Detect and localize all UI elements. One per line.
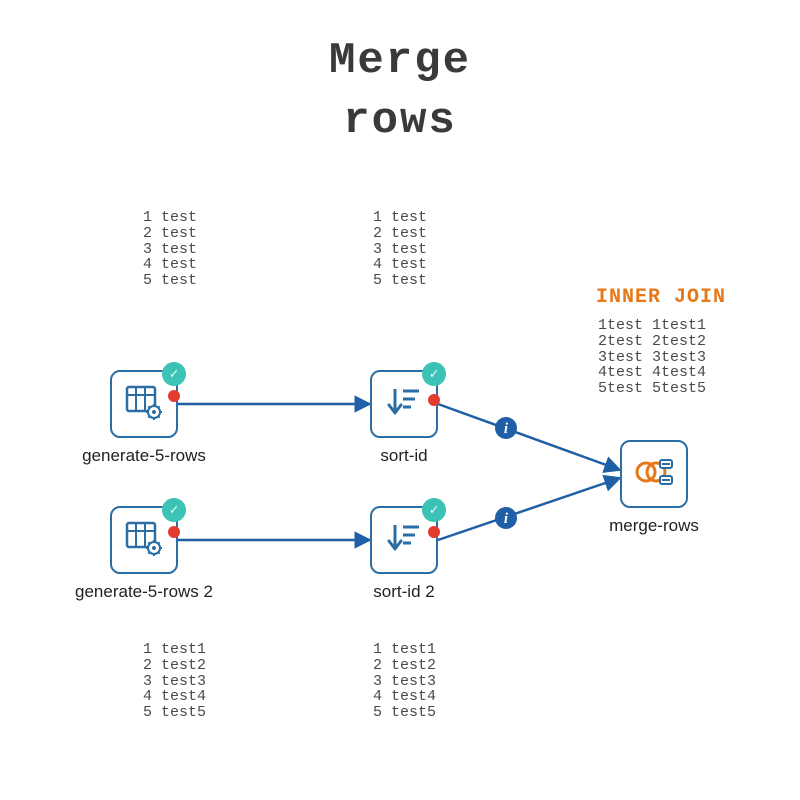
merge-icon <box>632 450 676 499</box>
flow-edge <box>438 478 620 540</box>
table-gear-icon <box>123 381 165 428</box>
page-title-line1: Merge <box>0 36 800 86</box>
hop-dot <box>428 394 440 406</box>
inner-join-label: INNER JOIN <box>596 286 726 309</box>
node-merge[interactable] <box>620 440 688 508</box>
sort-icon <box>383 381 425 428</box>
table-gear-icon <box>123 517 165 564</box>
data-preview-bot-left: 1 test1 2 test2 3 test3 4 test4 5 test5 <box>143 642 206 721</box>
data-preview-top-left: 1 test 2 test 3 test 4 test 5 test <box>143 210 197 289</box>
sort-icon <box>383 517 425 564</box>
node-label-gen2: generate-5-rows 2 <box>75 582 213 602</box>
data-preview-bot-right: 1 test1 2 test2 3 test3 4 test4 5 test5 <box>373 642 436 721</box>
data-preview-result: 1test 1test1 2test 2test2 3test 3test3 4… <box>598 318 706 397</box>
info-icon <box>495 507 517 529</box>
data-preview-top-right: 1 test 2 test 3 test 4 test 5 test <box>373 210 427 289</box>
node-label-sort2: sort-id 2 <box>373 582 434 602</box>
node-gen2[interactable]: ✓ <box>110 506 178 574</box>
hop-dot <box>168 390 180 402</box>
page-title-line2: rows <box>0 96 800 146</box>
check-icon: ✓ <box>162 498 186 522</box>
check-icon: ✓ <box>422 498 446 522</box>
svg-text:i: i <box>504 421 509 437</box>
info-icon <box>495 417 517 439</box>
hop-dot <box>428 526 440 538</box>
node-sort2[interactable]: ✓ <box>370 506 438 574</box>
node-label-merge: merge-rows <box>609 516 699 536</box>
node-gen1[interactable]: ✓ <box>110 370 178 438</box>
hop-dot <box>168 526 180 538</box>
check-icon: ✓ <box>162 362 186 386</box>
flow-edge <box>438 404 620 470</box>
node-label-gen1: generate-5-rows <box>82 446 206 466</box>
svg-text:i: i <box>504 511 509 527</box>
node-label-sort1: sort-id <box>380 446 427 466</box>
check-icon: ✓ <box>422 362 446 386</box>
node-sort1[interactable]: ✓ <box>370 370 438 438</box>
